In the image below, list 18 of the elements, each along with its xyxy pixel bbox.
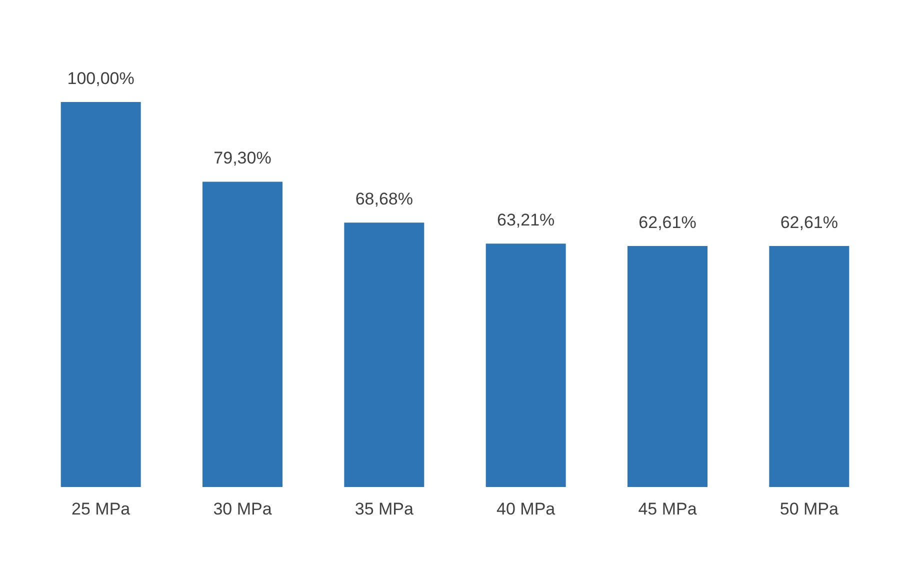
data-label: 63,21% bbox=[496, 210, 555, 230]
bar bbox=[344, 222, 424, 487]
bar bbox=[486, 244, 566, 487]
x-tick-label: 40 MPa bbox=[496, 500, 556, 518]
bar bbox=[628, 246, 708, 487]
x-tick-label: 45 MPa bbox=[638, 500, 698, 518]
x-tick-label: 50 MPa bbox=[780, 500, 839, 518]
data-label: 100,00% bbox=[67, 69, 134, 88]
bar bbox=[60, 102, 141, 487]
bar bbox=[202, 182, 282, 487]
data-label: 79,30% bbox=[214, 148, 272, 168]
x-tick-label: 35 MPa bbox=[354, 500, 414, 518]
x-tick-label: 25 MPa bbox=[72, 500, 131, 518]
data-label: 68,68% bbox=[355, 190, 414, 209]
bar bbox=[769, 246, 850, 487]
data-label: 62,61% bbox=[780, 212, 838, 232]
data-label: 62,61% bbox=[638, 212, 696, 232]
x-tick-label: 30 MPa bbox=[213, 500, 272, 518]
